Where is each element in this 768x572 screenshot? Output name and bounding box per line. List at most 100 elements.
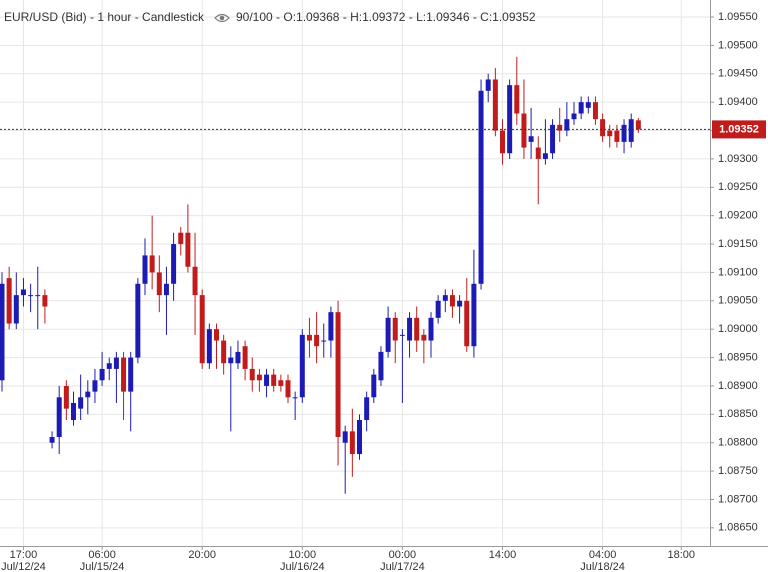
candle-body [621, 124, 627, 142]
x-date-label: Jul/15/24 [80, 561, 125, 572]
x-tick-label: 10:00 [289, 549, 317, 561]
chart-title: EUR/USD (Bid) - 1 hour - Candlestick [4, 10, 205, 24]
candle-body [306, 334, 312, 341]
candle-body [156, 272, 162, 296]
candle-body [564, 119, 570, 131]
candle-body [163, 283, 169, 296]
candle-body [142, 255, 148, 284]
candle-body [371, 374, 377, 398]
candle-body [299, 334, 305, 398]
x-tick-label: 18:00 [667, 549, 695, 561]
candle-body [557, 124, 563, 131]
y-tick-label: 1.09200 [718, 210, 758, 222]
x-tick-label: 20:00 [188, 549, 216, 561]
candle-body [542, 153, 548, 159]
candle-body [500, 130, 505, 154]
candle-body [78, 397, 84, 409]
candle-body [507, 85, 513, 154]
candle-body [314, 334, 320, 347]
y-tick-label: 1.09500 [718, 39, 758, 51]
candle-body [428, 317, 434, 341]
candle-body [607, 130, 613, 137]
candle-body [113, 357, 119, 369]
candle-body [92, 380, 98, 392]
candle-body [571, 113, 577, 120]
candle-body [35, 295, 41, 297]
y-tick-label: 1.09400 [718, 96, 758, 108]
visibility-icon[interactable] [214, 13, 230, 23]
y-tick-label: 1.08950 [718, 351, 758, 363]
candle-body [0, 283, 5, 381]
candle-body [28, 295, 34, 297]
candle-body [20, 289, 26, 296]
x-date-label: Jul/17/24 [380, 561, 425, 572]
candle-body [535, 147, 541, 159]
plot-area [0, 0, 710, 546]
candle-body [292, 397, 298, 399]
candle-body [99, 368, 105, 381]
candle-body [442, 295, 448, 301]
y-tick-label: 1.08750 [718, 465, 758, 477]
candle-body [271, 374, 277, 386]
candle-body [85, 391, 91, 398]
candle-body [42, 295, 48, 307]
candle-body [256, 374, 262, 381]
candle-body [71, 402, 76, 420]
candle-body [328, 312, 334, 341]
x-tick-label: 14:00 [489, 549, 517, 561]
x-date-label: Jul/16/24 [280, 561, 325, 572]
candle-body [342, 431, 348, 443]
candle-body [206, 329, 212, 364]
candle-body [278, 380, 284, 386]
grid [0, 0, 710, 546]
candle-body [385, 317, 391, 352]
candle-body [242, 346, 248, 369]
candle-body [478, 90, 484, 284]
candle-body [199, 295, 205, 364]
candle-body [178, 232, 184, 245]
candle-body [635, 120, 641, 130]
y-tick-label: 1.08800 [718, 437, 758, 449]
last-price-label: 1.09352 [719, 123, 759, 135]
candle-body [492, 79, 498, 131]
candle-body [235, 351, 241, 364]
candle-body [128, 357, 134, 392]
candle-body [106, 363, 112, 369]
candle-body [285, 380, 291, 398]
x-tick-label: 04:00 [589, 549, 617, 561]
y-tick-label: 1.09150 [718, 238, 758, 250]
candle-body [614, 130, 620, 142]
y-tick-label: 1.09050 [718, 295, 758, 307]
candle-body [228, 357, 234, 364]
candle-body [357, 420, 362, 455]
candle-body [378, 351, 384, 381]
last-price-tag [712, 120, 766, 139]
candle-body [185, 232, 191, 267]
candle-body [471, 283, 477, 347]
candle-body [435, 300, 441, 318]
candle-body [192, 266, 198, 296]
candle-body [485, 79, 491, 91]
candle-body [628, 119, 634, 142]
x-date-label: Jul/18/24 [580, 561, 625, 572]
candle-body [63, 385, 69, 409]
candle-body [49, 437, 55, 443]
y-tick-label: 1.09300 [718, 153, 758, 165]
candle-body [335, 312, 341, 438]
candle-body [457, 300, 463, 307]
candle-body [364, 397, 370, 420]
candle-body [56, 397, 62, 438]
candle-body [550, 124, 556, 154]
y-tick-label: 1.08650 [718, 522, 758, 534]
candle-body [321, 340, 327, 342]
candle-body [592, 102, 598, 120]
candle-body [578, 102, 584, 114]
x-tick-label: 17:00 [10, 549, 38, 561]
y-tick-label: 1.09450 [718, 68, 758, 80]
candle-body [585, 102, 591, 108]
candle-body [249, 368, 255, 381]
candle-body [171, 244, 177, 284]
x-date-label: Jul/12/24 [1, 561, 46, 572]
eye-outline [214, 13, 230, 23]
